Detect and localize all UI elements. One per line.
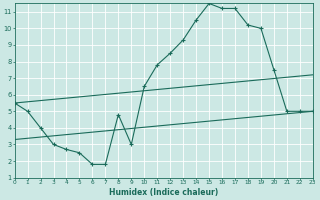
X-axis label: Humidex (Indice chaleur): Humidex (Indice chaleur): [109, 188, 218, 197]
